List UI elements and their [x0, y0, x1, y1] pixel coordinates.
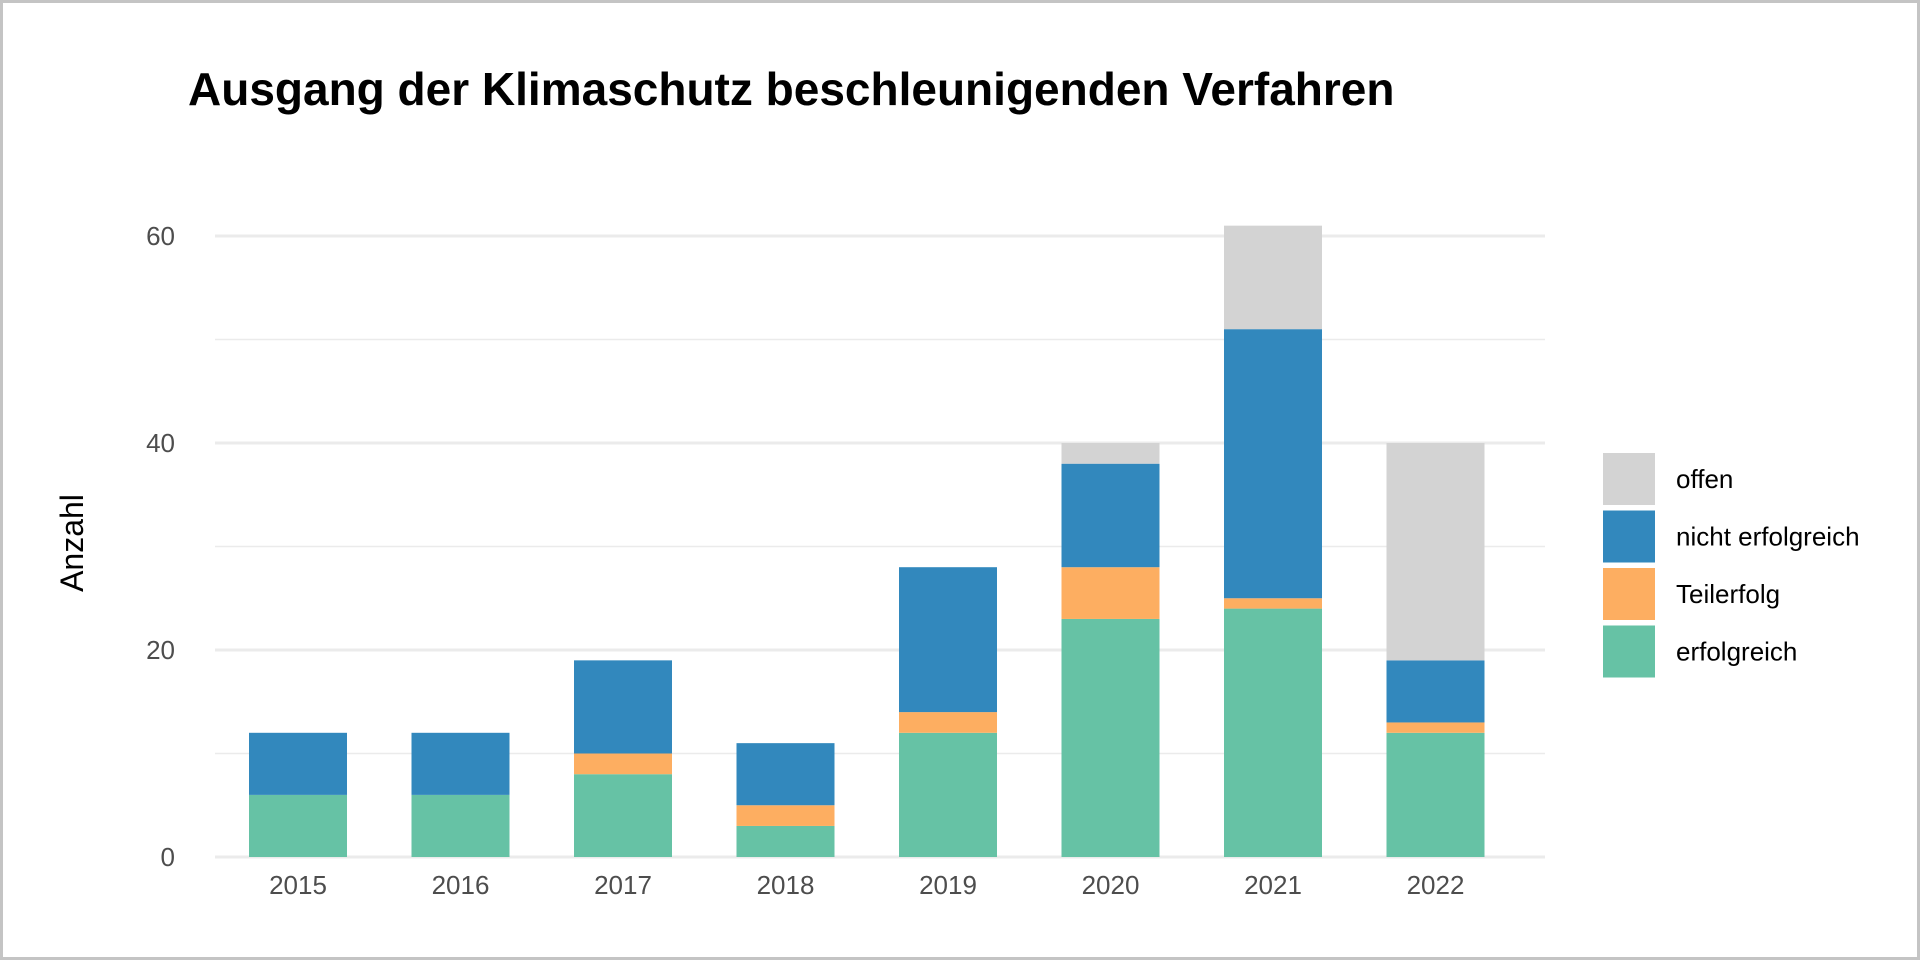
x-tick-label: 2017 — [594, 870, 652, 900]
bar-segment-erfolgreich-2021 — [1224, 608, 1322, 857]
legend-swatch — [1603, 625, 1655, 678]
bar-segment-erfolgreich-2015 — [249, 794, 347, 857]
y-axis-ticks: 0 20 40 60 — [146, 221, 175, 872]
x-tick-label: 2016 — [432, 870, 490, 900]
bar-segment-nicht-erfolgreich-2019 — [899, 567, 997, 713]
bar-segment-teilerfolg-2019 — [899, 712, 997, 733]
y-tick-label: 20 — [146, 635, 175, 665]
bar-segment-nicht-erfolgreich-2017 — [574, 660, 672, 754]
bar-segment-nicht-erfolgreich-2018 — [736, 743, 835, 806]
x-tick-label: 2021 — [1244, 870, 1302, 900]
bar-segment-teilerfolg-2018 — [736, 805, 835, 826]
bar-segment-nicht-erfolgreich-2016 — [411, 732, 510, 795]
bar-segment-teilerfolg-2022 — [1386, 722, 1485, 733]
legend-label: offen — [1676, 464, 1733, 494]
bar-segment-erfolgreich-2018 — [736, 825, 835, 857]
bar-segment-teilerfolg-2017 — [574, 753, 672, 775]
x-tick-label: 2022 — [1407, 870, 1465, 900]
bar-segment-erfolgreich-2020 — [1061, 618, 1160, 857]
bar-segment-nicht-erfolgreich-2020 — [1061, 463, 1160, 568]
chart-title: Ausgang der Klimaschutz beschleunigenden… — [188, 63, 1395, 115]
legend-item: Teilerfolg — [1603, 568, 1780, 620]
bar-segment-teilerfolg-2021 — [1224, 598, 1322, 609]
x-tick-label: 2020 — [1082, 870, 1140, 900]
bar-segment-nicht-erfolgreich-2021 — [1224, 329, 1322, 599]
bar-segment-erfolgreich-2022 — [1386, 732, 1485, 857]
legend-swatch — [1603, 453, 1655, 505]
legend-label: nicht erfolgreich — [1676, 522, 1860, 552]
bars — [249, 225, 1485, 857]
bar-segment-erfolgreich-2017 — [574, 774, 672, 857]
bar-segment-erfolgreich-2016 — [411, 794, 510, 857]
bar-segment-offen-2022 — [1386, 443, 1485, 661]
legend: offen nicht erfolgreich Teilerfolg erfolgre… — [1603, 453, 1860, 678]
y-axis-label: Anzahl — [54, 494, 90, 592]
x-tick-label: 2015 — [269, 870, 327, 900]
legend-item: nicht erfolgreich — [1603, 510, 1860, 563]
y-tick-label: 0 — [161, 842, 175, 872]
bar-segment-offen-2020 — [1061, 443, 1160, 464]
legend-item: erfolgreich — [1603, 625, 1797, 678]
legend-swatch — [1603, 568, 1655, 620]
bar-segment-nicht-erfolgreich-2022 — [1386, 660, 1485, 723]
bar-segment-nicht-erfolgreich-2015 — [249, 732, 347, 795]
legend-label: erfolgreich — [1676, 637, 1797, 667]
y-tick-label: 40 — [146, 428, 175, 458]
legend-swatch — [1603, 510, 1655, 563]
x-tick-label: 2019 — [919, 870, 977, 900]
bar-segment-teilerfolg-2020 — [1061, 567, 1160, 619]
stacked-bar-chart: Ausgang der Klimaschutz beschleunigenden… — [54, 63, 1860, 900]
x-tick-label: 2018 — [757, 870, 815, 900]
legend-label: Teilerfolg — [1676, 579, 1780, 609]
x-axis-ticks: 2015 2016 2017 2018 2019 2020 2021 2022 — [269, 870, 1464, 900]
bar-segment-erfolgreich-2019 — [899, 732, 997, 857]
legend-item: offen — [1603, 453, 1733, 505]
bar-segment-offen-2021 — [1224, 225, 1322, 330]
y-tick-label: 60 — [146, 221, 175, 251]
